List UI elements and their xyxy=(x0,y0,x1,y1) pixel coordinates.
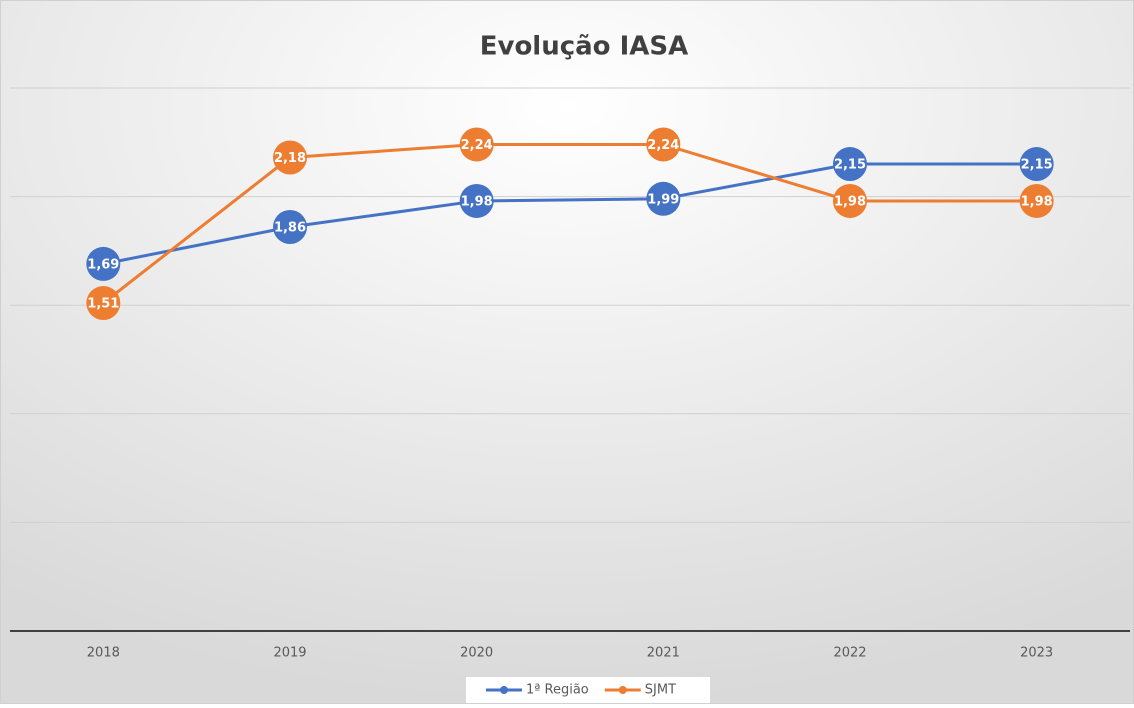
marker xyxy=(1019,147,1054,182)
data-label: 1,98 xyxy=(834,194,866,209)
legend-marker xyxy=(500,686,508,694)
x-tick-label: 2019 xyxy=(273,646,306,661)
x-tick-label: 2021 xyxy=(647,646,680,661)
marker xyxy=(459,183,494,218)
marker xyxy=(833,183,867,218)
data-label: 2,24 xyxy=(461,138,493,153)
data-label: 2,24 xyxy=(647,138,679,153)
marker xyxy=(646,127,681,162)
data-label: 2,18 xyxy=(274,151,306,166)
x-tick-label: 2022 xyxy=(833,646,866,661)
chart-title: Evolução IASA xyxy=(480,32,689,62)
marker xyxy=(273,210,307,245)
marker xyxy=(86,286,121,321)
series-line xyxy=(102,142,1037,305)
marker xyxy=(833,147,867,182)
data-label: 1,98 xyxy=(1021,194,1053,209)
legend: 1ª Região SJMT xyxy=(466,677,710,703)
legend-label: 1ª Região xyxy=(526,683,589,698)
marker xyxy=(646,181,681,216)
legend-marker xyxy=(618,686,627,694)
data-label: 2,15 xyxy=(1021,158,1053,173)
data-label: 1,98 xyxy=(461,194,493,209)
data-label: 1,69 xyxy=(87,257,119,272)
data-label: 2,15 xyxy=(834,158,866,173)
x-tick-label: 2020 xyxy=(460,646,493,661)
legend-label: SJMT xyxy=(645,683,676,698)
data-label: 1,99 xyxy=(647,192,679,207)
marker xyxy=(273,140,307,175)
marker xyxy=(1019,183,1054,218)
marker xyxy=(459,127,494,162)
data-label: 1,51 xyxy=(87,297,119,312)
x-tick-label: 2023 xyxy=(1020,646,1053,661)
marker xyxy=(86,246,121,281)
x-tick-label: 2018 xyxy=(87,646,120,661)
series-line xyxy=(103,162,1037,266)
data-label: 1,86 xyxy=(274,221,306,236)
